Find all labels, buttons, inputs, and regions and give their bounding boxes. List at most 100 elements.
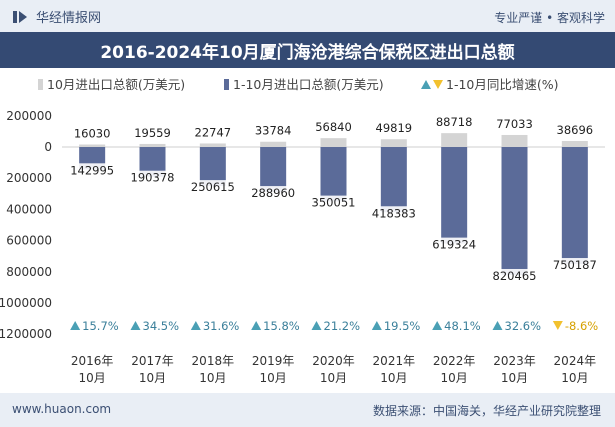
y-tick-label: 1000000 (0, 296, 52, 310)
label-cumulative-1: 190378 (131, 171, 175, 185)
growth-label-5: 19.5% (384, 319, 421, 333)
legend-label-1: 1-10月进出口总额(万美元) (233, 77, 384, 92)
legend-label-0: 10月进出口总额(万美元) (47, 77, 185, 92)
x-tick-label-year-3: 2019年 (252, 354, 295, 368)
bar-monthly-7 (501, 134, 528, 147)
label-cumulative-bg-3 (251, 186, 296, 201)
chart-title: 2016-2024年10月厦门海沧港综合保税区进出口总额 (0, 32, 615, 68)
growth-up-triangle-3 (251, 321, 262, 330)
growth-label-0: 15.7% (82, 319, 119, 333)
growth-up-triangle-1 (130, 321, 141, 330)
x-tick-label-month-4: 10月 (320, 371, 347, 385)
x-tick-label-month-8: 10月 (561, 371, 588, 385)
bar-cumulative-4 (320, 147, 347, 202)
legend-swatch-1 (224, 79, 229, 90)
label-cumulative-4: 350051 (312, 196, 356, 210)
bar-monthly-5 (380, 139, 407, 147)
bar-cumulative-7 (501, 147, 528, 275)
legend-swatch-0 (38, 79, 43, 90)
x-tick-label-year-2: 2018年 (192, 354, 235, 368)
label-monthly-3: 33784 (255, 124, 292, 138)
label-cumulative-7: 820465 (493, 269, 537, 283)
bar-monthly-6 (441, 133, 468, 147)
label-cumulative-3: 288960 (251, 186, 295, 200)
growth-up-triangle-2 (190, 321, 201, 330)
growth-label-8: -8.6% (565, 319, 598, 333)
label-monthly-5: 49819 (376, 121, 413, 135)
growth-label-2: 31.6% (203, 319, 240, 333)
growth-up-triangle-6 (432, 321, 443, 330)
x-tick-label-year-4: 2020年 (312, 354, 355, 368)
x-tick-label-year-7: 2023年 (493, 354, 536, 368)
label-monthly-1: 19559 (134, 126, 171, 140)
website-url: www.huaon.com (12, 402, 112, 416)
x-tick-label-month-7: 10月 (501, 371, 528, 385)
bar-monthly-2 (199, 143, 226, 147)
label-monthly-4: 56840 (315, 120, 352, 134)
bar-monthly-4 (320, 138, 347, 147)
growth-label-6: 48.1% (444, 319, 481, 333)
bar-cumulative-6 (441, 147, 468, 244)
label-cumulative-bg-7 (492, 268, 537, 283)
y-tick-label: 1200000 (0, 327, 52, 341)
x-tick-label-year-6: 2022年 (433, 354, 476, 368)
growth-up-triangle-4 (311, 321, 322, 330)
legend-swatch-down-2 (433, 80, 443, 89)
label-cumulative-6: 619324 (432, 238, 476, 252)
bar-cumulative-8 (561, 147, 588, 265)
y-tick-label: 600000 (6, 234, 52, 248)
data-source: 数据来源：中国海关，华经产业研究院整理 (372, 404, 601, 418)
growth-down-triangle-8 (552, 321, 563, 330)
x-tick-label-month-2: 10月 (199, 371, 226, 385)
x-tick-label-year-1: 2017年 (131, 354, 174, 368)
label-cumulative-bg-6 (432, 237, 477, 252)
label-cumulative-5: 418383 (372, 206, 416, 220)
x-tick-label-year-0: 2016年 (71, 354, 114, 368)
x-tick-label-year-8: 2024年 (554, 354, 597, 368)
top-bar: 华经情报网 专业严谨 • 客观科学 (0, 0, 615, 32)
brand-logo-icon (13, 10, 27, 23)
label-monthly-6: 88718 (436, 115, 473, 129)
footer: www.huaon.com 数据来源：中国海关，华经产业研究院整理 (0, 393, 615, 427)
x-tick-label-year-5: 2021年 (373, 354, 416, 368)
label-cumulative-bg-8 (552, 258, 597, 273)
bar-cumulative-3 (260, 147, 287, 193)
label-cumulative-bg-2 (190, 180, 235, 195)
bar-cumulative-2 (199, 147, 226, 187)
bar-monthly-0 (79, 144, 106, 147)
x-tick-label-month-0: 10月 (79, 371, 106, 385)
y-tick-label: 0 (44, 140, 52, 154)
y-tick-label: 800000 (6, 265, 52, 279)
label-cumulative-bg-5 (371, 206, 416, 221)
label-monthly-2: 22747 (195, 125, 232, 139)
growth-label-4: 21.2% (324, 319, 361, 333)
legend-swatch-up-2 (421, 80, 431, 89)
label-cumulative-2: 250615 (191, 180, 235, 194)
y-tick-label: 200000 (6, 109, 52, 123)
x-tick-label-month-5: 10月 (380, 371, 407, 385)
x-tick-label-month-6: 10月 (441, 371, 468, 385)
growth-label-1: 34.5% (143, 319, 180, 333)
slogan: 专业严谨 • 客观科学 (494, 11, 605, 25)
growth-up-triangle-5 (371, 321, 382, 330)
bar-monthly-1 (139, 143, 166, 147)
label-monthly-8: 38696 (557, 123, 594, 137)
bar-cumulative-5 (380, 147, 407, 213)
label-monthly-0: 16030 (74, 126, 111, 140)
label-cumulative-0: 142995 (70, 163, 114, 177)
label-monthly-7: 77033 (496, 117, 533, 131)
label-cumulative-bg-4 (311, 195, 356, 210)
chart-svg: 10月进出口总额(万美元) 1-10月进出口总额(万美元) 1-10月同比增速(%)… (0, 77, 605, 385)
label-cumulative-8: 750187 (553, 258, 597, 272)
growth-up-triangle-0 (70, 321, 81, 330)
x-tick-label-month-1: 10月 (139, 371, 166, 385)
brand: 华经情报网 (12, 7, 101, 26)
bar-monthly-3 (260, 141, 287, 147)
brand-name: 华经情报网 (36, 11, 102, 26)
chart-area: 10月进出口总额(万美元) 1-10月进出口总额(万美元) 1-10月同比增速(%)… (0, 68, 615, 393)
y-tick-label: 400000 (6, 202, 52, 216)
label-cumulative-bg-1 (130, 170, 175, 185)
growth-label-7: 32.6% (505, 319, 542, 333)
growth-label-3: 15.8% (263, 319, 300, 333)
bar-monthly-8 (561, 140, 588, 147)
